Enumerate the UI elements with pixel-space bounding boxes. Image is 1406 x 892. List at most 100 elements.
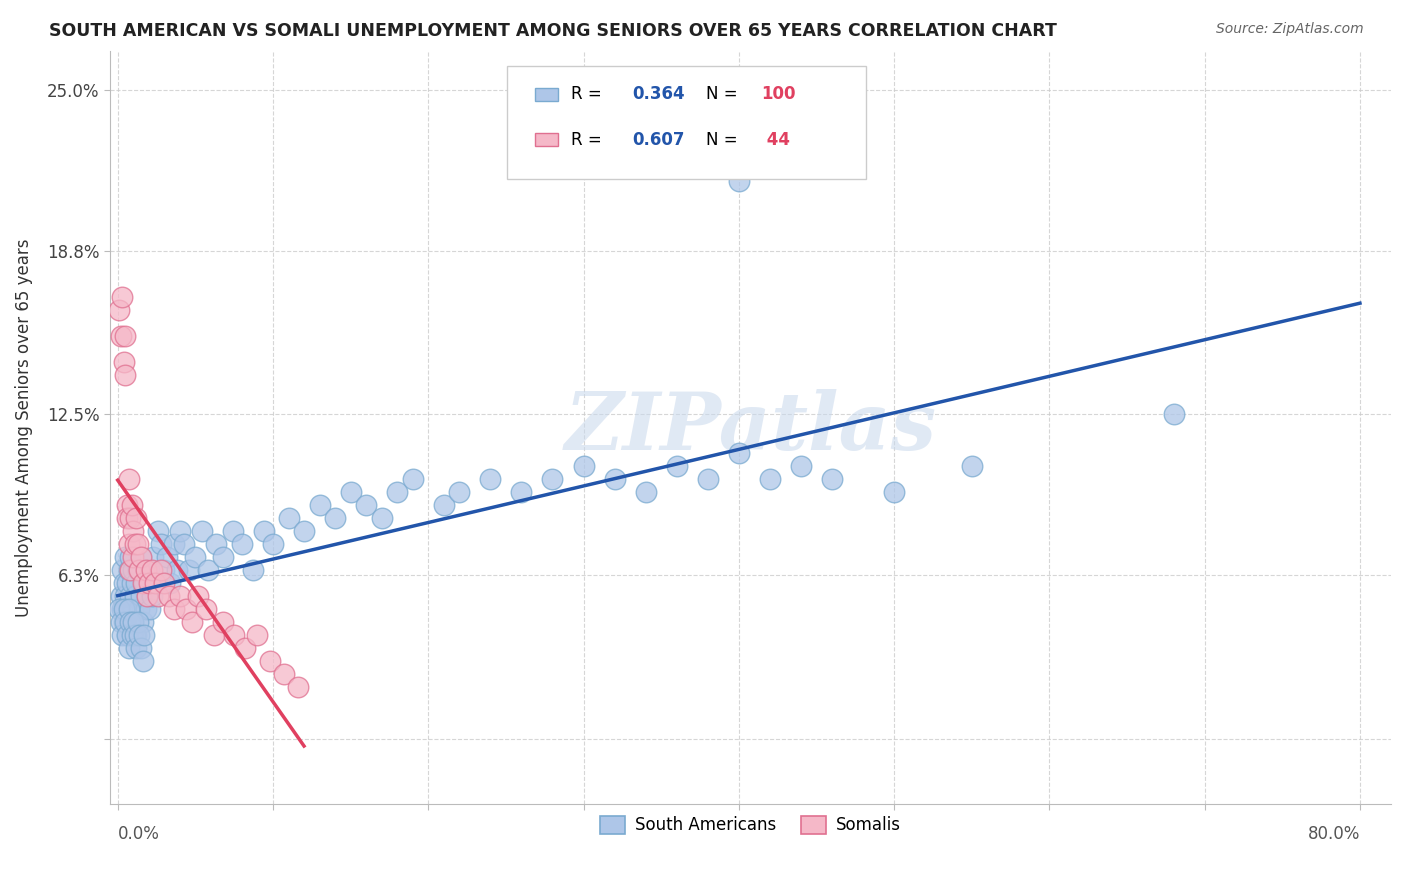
Somalis bbox=[187, 589, 209, 603]
South Americans bbox=[127, 615, 149, 630]
Text: Source: ZipAtlas.com: Source: ZipAtlas.com bbox=[1216, 22, 1364, 37]
Somalis bbox=[202, 628, 225, 642]
South Americans bbox=[114, 589, 136, 603]
South Americans bbox=[821, 472, 844, 486]
Legend: South Americans, Somalis: South Americans, Somalis bbox=[593, 809, 908, 841]
Somalis bbox=[120, 511, 142, 525]
South Americans bbox=[131, 615, 153, 630]
Somalis bbox=[122, 524, 145, 539]
Somalis bbox=[121, 499, 143, 513]
South Americans bbox=[387, 485, 409, 500]
South Americans bbox=[449, 485, 471, 500]
South Americans bbox=[221, 524, 243, 539]
South Americans bbox=[114, 550, 136, 565]
Somalis bbox=[115, 511, 138, 525]
South Americans bbox=[159, 576, 181, 591]
South Americans bbox=[132, 628, 155, 642]
South Americans bbox=[541, 472, 564, 486]
Somalis bbox=[117, 472, 139, 486]
Somalis bbox=[114, 368, 136, 383]
Somalis bbox=[162, 602, 184, 616]
South Americans bbox=[131, 654, 153, 668]
FancyBboxPatch shape bbox=[508, 66, 866, 178]
South Americans bbox=[135, 602, 157, 616]
Somalis bbox=[233, 641, 256, 656]
Somalis bbox=[157, 589, 180, 603]
Somalis bbox=[169, 589, 191, 603]
South Americans bbox=[179, 563, 201, 577]
Somalis bbox=[143, 576, 166, 591]
South Americans bbox=[114, 615, 136, 630]
South Americans bbox=[142, 550, 165, 565]
South Americans bbox=[129, 550, 152, 565]
Somalis bbox=[124, 537, 146, 551]
Somalis bbox=[174, 602, 197, 616]
South Americans bbox=[292, 524, 315, 539]
Somalis bbox=[128, 563, 150, 577]
Text: R =: R = bbox=[571, 86, 607, 103]
South Americans bbox=[115, 628, 138, 642]
Somalis bbox=[212, 615, 235, 630]
South Americans bbox=[129, 641, 152, 656]
South Americans bbox=[115, 628, 138, 642]
Text: ZIPatlas: ZIPatlas bbox=[564, 389, 936, 467]
South Americans bbox=[111, 628, 134, 642]
South Americans bbox=[231, 537, 253, 551]
FancyBboxPatch shape bbox=[536, 133, 558, 146]
South Americans bbox=[277, 511, 299, 525]
Somalis bbox=[146, 589, 169, 603]
Text: SOUTH AMERICAN VS SOMALI UNEMPLOYMENT AMONG SENIORS OVER 65 YEARS CORRELATION CH: SOUTH AMERICAN VS SOMALI UNEMPLOYMENT AM… bbox=[49, 22, 1057, 40]
South Americans bbox=[173, 537, 195, 551]
South Americans bbox=[136, 589, 159, 603]
South Americans bbox=[129, 589, 152, 603]
South Americans bbox=[124, 628, 146, 642]
South Americans bbox=[212, 550, 235, 565]
Text: 0.0%: 0.0% bbox=[118, 825, 159, 843]
South Americans bbox=[370, 511, 392, 525]
South Americans bbox=[433, 499, 456, 513]
Somalis bbox=[224, 628, 246, 642]
South Americans bbox=[122, 615, 145, 630]
Somalis bbox=[112, 355, 135, 369]
FancyBboxPatch shape bbox=[536, 87, 558, 101]
Somalis bbox=[259, 654, 281, 668]
South Americans bbox=[727, 446, 749, 460]
South Americans bbox=[150, 537, 173, 551]
South Americans bbox=[117, 602, 139, 616]
South Americans bbox=[308, 499, 330, 513]
Somalis bbox=[195, 602, 218, 616]
Somalis bbox=[111, 291, 134, 305]
South Americans bbox=[110, 615, 132, 630]
Somalis bbox=[287, 680, 309, 694]
Somalis bbox=[141, 563, 163, 577]
South Americans bbox=[759, 472, 782, 486]
South Americans bbox=[242, 563, 264, 577]
South Americans bbox=[120, 615, 142, 630]
Text: 44: 44 bbox=[761, 130, 790, 149]
Somalis bbox=[110, 329, 132, 343]
South Americans bbox=[146, 524, 169, 539]
Text: 100: 100 bbox=[761, 86, 796, 103]
Somalis bbox=[120, 563, 142, 577]
South Americans bbox=[138, 563, 160, 577]
Text: N =: N = bbox=[706, 86, 742, 103]
South Americans bbox=[139, 602, 162, 616]
South Americans bbox=[111, 563, 134, 577]
Somalis bbox=[138, 576, 160, 591]
South Americans bbox=[132, 576, 155, 591]
Somalis bbox=[135, 563, 157, 577]
South Americans bbox=[1163, 408, 1185, 422]
Text: N =: N = bbox=[706, 130, 742, 149]
South Americans bbox=[114, 602, 136, 616]
South Americans bbox=[603, 472, 626, 486]
South Americans bbox=[323, 511, 346, 525]
South Americans bbox=[128, 628, 150, 642]
Text: 0.364: 0.364 bbox=[633, 86, 685, 103]
South Americans bbox=[197, 563, 219, 577]
Somalis bbox=[273, 667, 295, 681]
South Americans bbox=[128, 602, 150, 616]
South Americans bbox=[156, 550, 179, 565]
South Americans bbox=[634, 485, 657, 500]
South Americans bbox=[402, 472, 425, 486]
Somalis bbox=[181, 615, 204, 630]
